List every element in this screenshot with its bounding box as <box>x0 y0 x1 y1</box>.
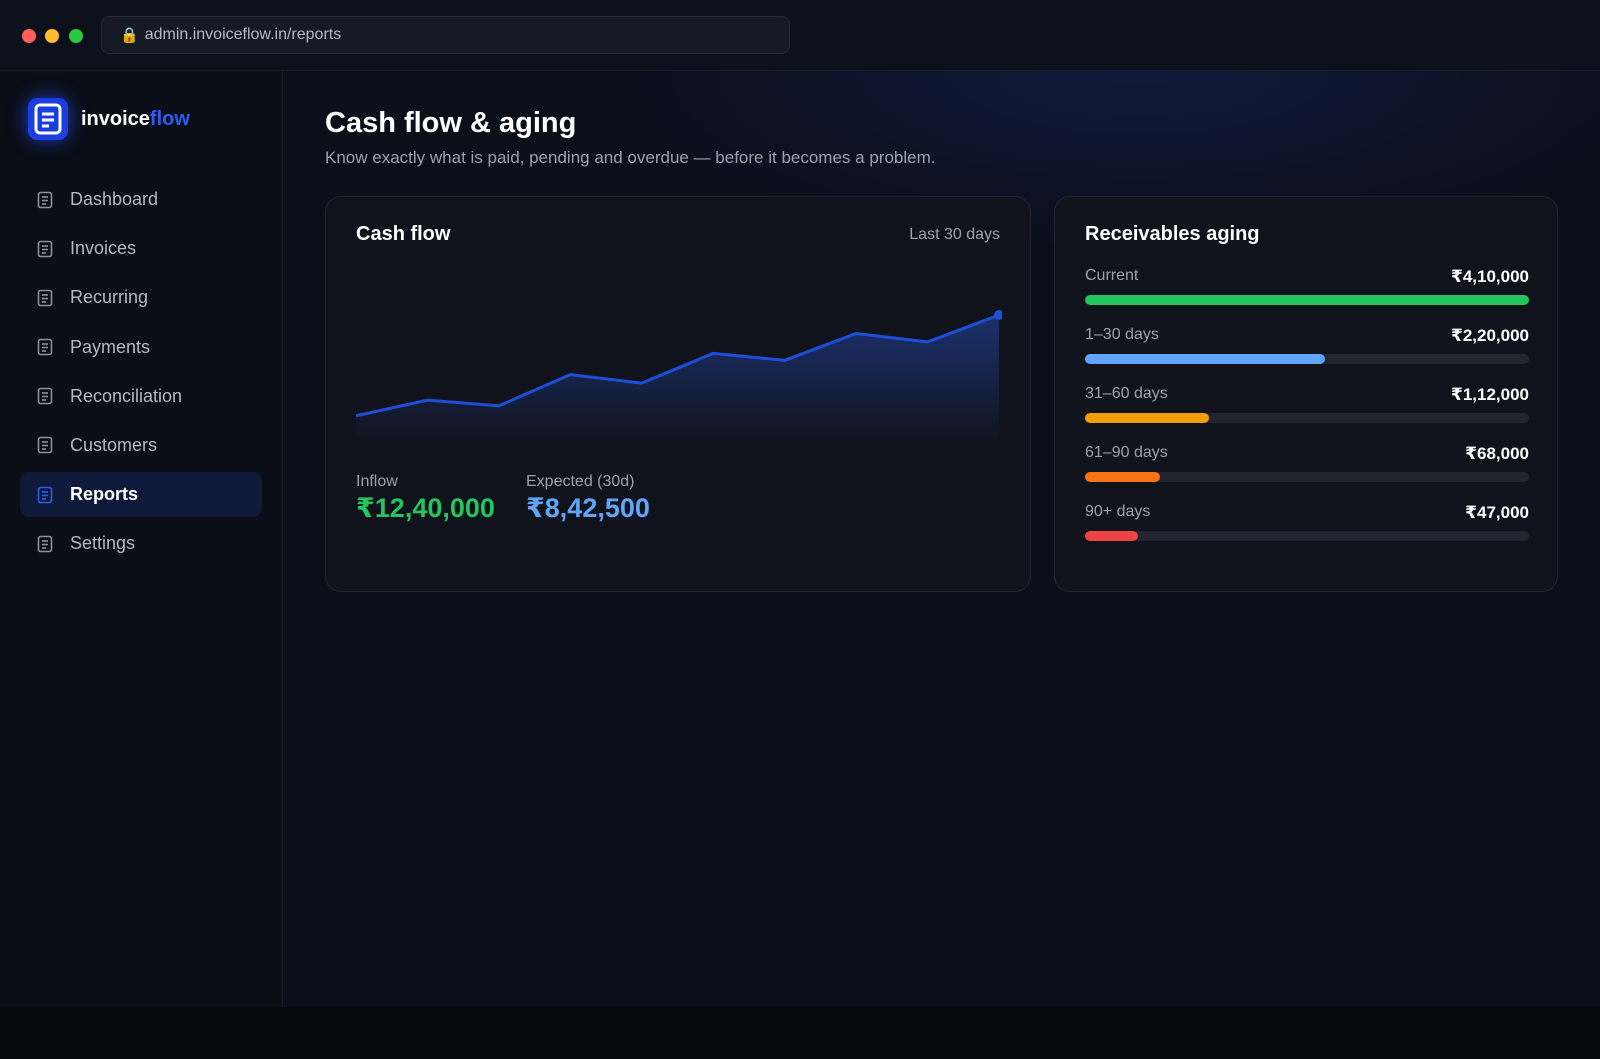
sidebar-item-invoices[interactable]: Invoices <box>20 226 262 271</box>
document-icon <box>36 486 54 504</box>
aging-bar-track <box>1085 295 1529 305</box>
aging-row: 61–90 days ₹68,000 <box>1085 444 1529 503</box>
sidebar-item-customers[interactable]: Customers <box>20 423 262 468</box>
sidebar-item-label: Payments <box>70 336 151 357</box>
aging-bar-track <box>1085 472 1529 482</box>
document-icon <box>36 338 54 356</box>
sidebar: invoiceflow Dashboard Invoices Recurring Pa… <box>0 71 283 1007</box>
sidebar-item-label: Customers <box>70 434 158 455</box>
aging-bar-fill <box>1085 531 1139 541</box>
aging-bucket-amount: ₹1,12,000 <box>1450 385 1529 404</box>
sidebar-item-settings[interactable]: Settings <box>20 521 262 566</box>
aging-bar-track <box>1085 531 1529 541</box>
aging-bucket-label: Current <box>1085 267 1139 284</box>
cash-flow-card: Cash flow Last 30 days Inflow ₹12,40,000… <box>325 196 1031 592</box>
aging-row: 90+ days ₹47,000 <box>1085 503 1529 562</box>
aging-row: 31–60 days ₹1,12,000 <box>1085 385 1529 444</box>
aging-bucket-amount: ₹68,000 <box>1465 444 1529 463</box>
aging-bucket-label: 31–60 days <box>1085 385 1168 402</box>
sidebar-item-label: Recurring <box>70 287 149 308</box>
chart-point <box>994 309 1002 320</box>
sidebar-item-dashboard[interactable]: Dashboard <box>20 177 262 222</box>
maximize-window-button[interactable] <box>69 29 83 43</box>
cash-flow-area <box>356 314 999 440</box>
brand-name: invoiceflow <box>81 108 190 131</box>
brand[interactable]: invoiceflow <box>28 98 190 140</box>
expected-stat: Expected (30d) ₹8,42,500 <box>526 473 650 524</box>
aging-bucket-amount: ₹2,20,000 <box>1450 326 1529 345</box>
aging-bar-fill <box>1085 472 1161 482</box>
expected-label: Expected (30d) <box>526 473 635 490</box>
aging-row: 1–30 days ₹2,20,000 <box>1085 326 1529 385</box>
page-subtitle: Know exactly what is paid, pending and o… <box>325 148 936 167</box>
document-icon <box>36 191 54 209</box>
receivables-aging-card: Receivables aging Current ₹4,10,000 1–30 d… <box>1054 196 1558 592</box>
document-icon <box>36 289 54 307</box>
inflow-label: Inflow <box>356 473 398 490</box>
minimize-window-button[interactable] <box>45 29 59 43</box>
close-window-button[interactable] <box>22 29 36 43</box>
inflow-stat: Inflow ₹12,40,000 <box>356 473 495 524</box>
aging-title: Receivables aging <box>1085 223 1260 245</box>
aging-bar-track <box>1085 354 1529 364</box>
aging-row: Current ₹4,10,000 <box>1085 267 1529 326</box>
document-icon <box>36 436 54 454</box>
sidebar-item-recurring[interactable]: Recurring <box>20 275 262 320</box>
page-title: Cash flow & aging <box>325 107 577 139</box>
cash-flow-title: Cash flow <box>356 223 451 245</box>
sidebar-item-label: Dashboard <box>70 189 159 209</box>
sidebar-item-payments[interactable]: Payments <box>20 325 262 370</box>
address-url: admin.invoiceflow.in/reports <box>144 26 342 43</box>
aging-bucket-amount: ₹4,10,000 <box>1450 267 1529 286</box>
address-bar[interactable]: 🔒 admin.invoiceflow.in/reports <box>101 16 790 54</box>
brand-name-accent: flow <box>149 107 190 130</box>
aging-bucket-amount: ₹47,000 <box>1465 503 1529 522</box>
aging-bar-track <box>1085 413 1529 423</box>
document-icon <box>36 535 54 553</box>
document-icon <box>36 240 54 258</box>
sidebar-item-label: Invoices <box>70 238 137 259</box>
sidebar-item-label: Settings <box>70 533 136 554</box>
sidebar-item-label: Reconciliation <box>70 385 183 406</box>
aging-bucket-label: 1–30 days <box>1085 326 1159 343</box>
sidebar-nav: Dashboard Invoices Recurring Payments Reconc… <box>20 177 262 571</box>
cash-flow-chart <box>356 309 1002 440</box>
lock-icon: 🔒 <box>120 27 139 44</box>
sidebar-item-reports[interactable]: Reports <box>20 472 262 518</box>
aging-list: Current ₹4,10,000 1–30 days ₹2,20,000 31–60 … <box>1085 267 1529 562</box>
sidebar-item-label: Reports <box>70 484 139 505</box>
bottom-bar <box>0 1007 1600 1059</box>
main-content: Cash flow & aging Know exactly what is p… <box>284 71 1600 1007</box>
browser-window: 🔒 admin.invoiceflow.in/reports invoicefl… <box>0 0 1600 1007</box>
browser-toolbar: 🔒 admin.invoiceflow.in/reports <box>0 0 1600 71</box>
sidebar-item-reconciliation[interactable]: Reconciliation <box>20 374 262 419</box>
aging-bar-fill <box>1085 295 1529 305</box>
aging-bucket-label: 90+ days <box>1085 503 1151 520</box>
inflow-value: ₹12,40,000 <box>356 493 495 523</box>
date-range-selector[interactable]: Last 30 days <box>909 226 1000 243</box>
invoice-logo-icon <box>28 98 68 140</box>
aging-bar-fill <box>1085 413 1210 423</box>
expected-value: ₹8,42,500 <box>526 493 650 523</box>
cash-flow-line <box>356 313 1000 418</box>
aging-bar-fill <box>1085 354 1325 364</box>
document-icon <box>36 387 54 405</box>
aging-bucket-label: 61–90 days <box>1085 444 1168 461</box>
brand-name-main: invoice <box>81 107 150 130</box>
